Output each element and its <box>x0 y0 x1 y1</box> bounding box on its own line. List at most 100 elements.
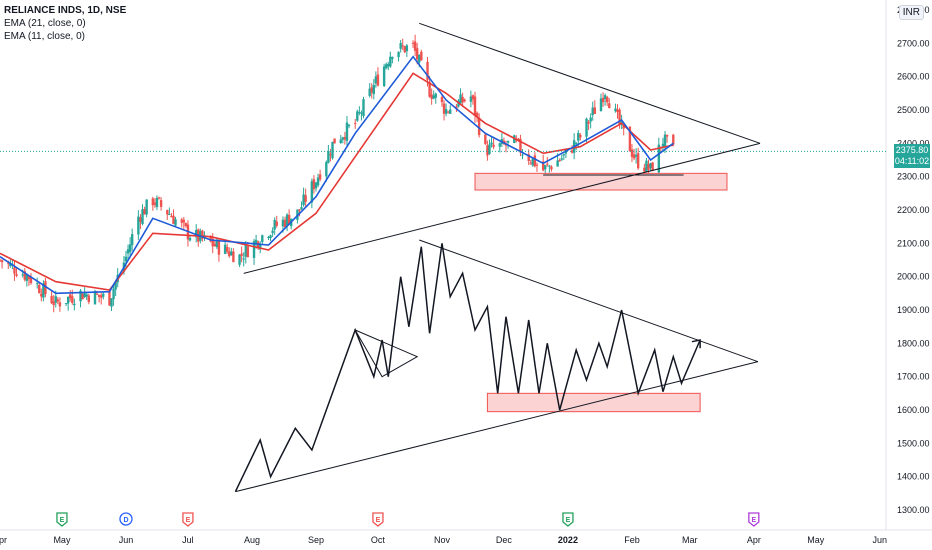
candle-body <box>577 132 580 141</box>
candle-body <box>87 295 91 303</box>
candle-body <box>665 134 669 137</box>
candle-body <box>310 181 314 203</box>
candle-body <box>166 210 169 215</box>
y-tick-label: 1600.00 <box>897 405 930 415</box>
candle <box>0 259 4 269</box>
candle-body <box>430 94 433 99</box>
candle-body <box>558 160 561 162</box>
ema21-legend[interactable]: EMA (21, close, 0) <box>4 18 86 29</box>
earnings-shield <box>562 512 574 527</box>
candle <box>490 136 493 148</box>
candle-body <box>575 142 578 144</box>
candle <box>608 98 611 109</box>
candle <box>238 254 241 268</box>
candle-body <box>15 274 18 276</box>
candle-body <box>347 124 351 126</box>
candle-body <box>180 219 183 223</box>
candle <box>469 90 473 108</box>
candle-body <box>300 207 303 210</box>
candle <box>570 145 574 154</box>
candle-body <box>79 290 82 302</box>
y-tick-label: 2700.00 <box>897 38 930 48</box>
candle-body <box>211 238 214 247</box>
y-tick-label: 2100.00 <box>897 238 930 248</box>
candle <box>461 92 464 108</box>
candle <box>636 147 640 170</box>
candle-body <box>490 142 493 145</box>
candle <box>155 195 159 211</box>
y-tick-label: 2200.00 <box>897 205 930 215</box>
candle-body <box>643 167 646 172</box>
candle-body <box>672 134 675 145</box>
candle <box>430 88 433 105</box>
candle <box>500 133 504 147</box>
candle <box>399 40 402 53</box>
ema11-legend[interactable]: EMA (11, close, 0) <box>4 31 85 42</box>
candle <box>345 116 349 146</box>
dividend-circle <box>119 512 133 526</box>
candle-body <box>58 302 62 307</box>
candle-body <box>83 293 86 298</box>
candle-body <box>550 166 553 170</box>
candle-body <box>130 234 134 246</box>
candle-body <box>153 202 157 205</box>
symbol-title[interactable]: RELIANCE INDS, 1D, NSE <box>4 5 127 16</box>
candle-body <box>209 235 212 242</box>
candle <box>333 138 336 144</box>
candle <box>58 297 62 312</box>
candle-body <box>593 107 596 114</box>
ema21-line <box>0 72 674 291</box>
candle <box>126 244 130 260</box>
candle-body <box>275 221 278 226</box>
event-marker-icon: E <box>562 512 574 527</box>
x-tick-label: May <box>807 535 825 545</box>
candle-body <box>533 155 537 167</box>
candle <box>622 124 625 136</box>
candle-body <box>492 144 495 147</box>
candle-body <box>389 56 392 67</box>
candle-body <box>636 153 640 169</box>
candle <box>434 92 437 104</box>
candle <box>504 140 508 153</box>
candle <box>358 106 361 116</box>
candle <box>599 93 603 112</box>
candle-body <box>387 63 390 67</box>
candle-body <box>548 165 551 167</box>
candle-body <box>444 109 448 114</box>
candle-body <box>461 96 464 103</box>
candle <box>531 158 535 167</box>
candle <box>376 67 380 87</box>
candle-body <box>143 209 146 215</box>
candle-body <box>544 165 547 170</box>
candle-body <box>71 296 74 303</box>
candle-body <box>513 135 516 144</box>
candle-body <box>415 48 419 60</box>
earnings-shield <box>182 512 194 527</box>
candle-body <box>201 230 204 239</box>
candle-body <box>66 296 70 304</box>
candle-body <box>628 126 632 152</box>
candle-body <box>21 274 24 276</box>
candle-body <box>519 138 522 153</box>
candle <box>314 181 318 192</box>
candle-body <box>327 151 330 163</box>
candle-body <box>601 97 605 103</box>
candle-body <box>632 154 636 159</box>
support-zone <box>474 172 728 191</box>
candle-body <box>484 134 487 144</box>
currency-badge[interactable]: INR <box>898 5 924 20</box>
event-marker-icon: E <box>372 512 384 527</box>
candle-body <box>52 301 55 306</box>
candle <box>275 215 278 228</box>
candle <box>267 235 270 241</box>
candle <box>157 196 161 200</box>
candle-body <box>471 95 475 100</box>
candle-body <box>69 294 72 299</box>
candle <box>151 196 155 211</box>
candle <box>225 243 229 254</box>
candle-body <box>405 45 409 52</box>
candle-body <box>385 64 388 69</box>
candle-body <box>647 163 650 170</box>
candle-body <box>44 281 47 295</box>
